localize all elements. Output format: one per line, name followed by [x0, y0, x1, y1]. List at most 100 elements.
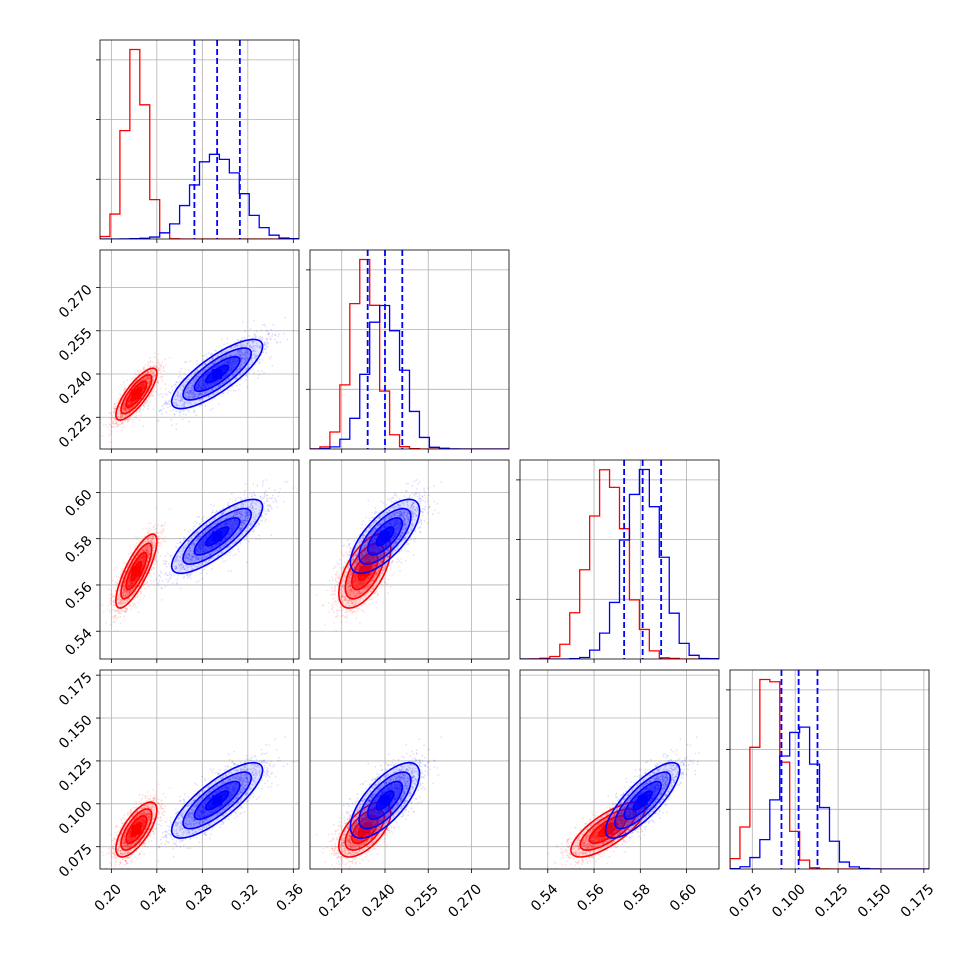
- scatter-point-1: [188, 394, 191, 397]
- scatter-point-1: [216, 392, 218, 394]
- scatter-point-1: [187, 384, 190, 387]
- scatter-point-0: [147, 362, 150, 365]
- scatter-point-1: [193, 377, 196, 380]
- scatter-point-1: [191, 384, 194, 387]
- scatter-point-1: [175, 384, 177, 386]
- scatter-point-1: [185, 389, 187, 391]
- scatter-point-0: [158, 369, 160, 372]
- scatter-point-1: [240, 350, 242, 353]
- scatter-point-0: [150, 394, 153, 397]
- scatter-point-0: [135, 414, 138, 417]
- scatter-point-0: [143, 378, 146, 381]
- scatter-point-1: [272, 333, 274, 335]
- scatter-point-1: [242, 321, 244, 323]
- scatter-point-1: [183, 400, 186, 403]
- scatter-point-0: [149, 400, 152, 403]
- scatter-point-1: [189, 360, 192, 363]
- scatter-point-1: [227, 384, 230, 387]
- scatter-point-1: [190, 382, 193, 384]
- scatter-point-0: [123, 409, 126, 412]
- scatter-point-0: [149, 366, 152, 369]
- scatter-point-1: [173, 413, 176, 416]
- scatter-point-0: [117, 415, 120, 418]
- scatter-point-1: [253, 372, 255, 375]
- scatter-point-1: [188, 395, 190, 398]
- scatter-point-0: [123, 416, 126, 418]
- scatter-point-0: [144, 372, 147, 375]
- scatter-point-0: [136, 596, 139, 598]
- scatter-point-1: [221, 395, 223, 397]
- scatter-point-0: [151, 394, 154, 397]
- scatter-point-1: [183, 372, 186, 375]
- scatter-point-0: [164, 536, 167, 538]
- scatter-point-1: [255, 335, 257, 338]
- scatter-point-0: [139, 408, 142, 411]
- scatter-point-1: [179, 370, 182, 373]
- scatter-point-1: [263, 372, 265, 374]
- scatter-point-0: [144, 368, 147, 371]
- scatter-point-1: [242, 358, 245, 361]
- scatter-point-1: [179, 399, 181, 402]
- scatter-point-0: [112, 419, 115, 422]
- scatter-point-0: [113, 403, 116, 406]
- ytick-label-1-0: 0.225: [56, 412, 96, 452]
- scatter-point-1: [255, 330, 258, 333]
- scatter-point-0: [146, 376, 149, 379]
- scatter-point-1: [265, 351, 267, 354]
- scatter-point-1: [232, 373, 235, 376]
- scatter-point-1: [165, 394, 168, 396]
- scatter-point-0: [114, 425, 117, 428]
- scatter-point-1: [220, 338, 223, 341]
- scatter-point-1: [179, 388, 181, 391]
- scatter-point-1: [180, 367, 183, 370]
- scatter-point-0: [149, 380, 151, 382]
- scatter-point-0: [139, 590, 142, 593]
- scatter-point-0: [123, 406, 125, 409]
- scatter-point-0: [138, 370, 141, 373]
- scatter-point-1: [242, 353, 245, 356]
- scatter-point-1: [210, 364, 212, 367]
- scatter-point-0: [110, 589, 113, 592]
- scatter-point-0: [147, 375, 150, 378]
- scatter-point-0: [117, 579, 119, 582]
- scatter-point-1: [230, 346, 233, 349]
- scatter-point-0: [124, 409, 127, 412]
- scatter-point-0: [149, 376, 152, 379]
- scatter-point-0: [150, 528, 152, 531]
- scatter-point-1: [234, 353, 237, 356]
- scatter-point-0: [121, 414, 124, 417]
- ytick-label-1-2: 0.255: [56, 325, 96, 365]
- scatter-point-1: [182, 384, 185, 387]
- scatter-point-0: [158, 545, 161, 547]
- scatter-point-0: [128, 418, 131, 420]
- scatter-point-1: [221, 352, 224, 355]
- scatter-point-0: [112, 411, 115, 414]
- scatter-point-1: [167, 402, 169, 404]
- scatter-point-0: [110, 416, 113, 419]
- scatter-point-0: [116, 425, 119, 428]
- scatter-point-0: [141, 368, 144, 370]
- scatter-point-0: [109, 429, 111, 431]
- scatter-point-1: [277, 335, 280, 338]
- scatter-point-0: [155, 366, 158, 369]
- scatter-point-1: [165, 402, 168, 405]
- scatter-point-0: [129, 407, 132, 410]
- scatter-point-1: [244, 353, 247, 356]
- scatter-point-1: [183, 392, 186, 395]
- scatter-point-0: [123, 402, 126, 405]
- ytick-label-1-3: 0.270: [56, 282, 96, 322]
- scatter-point-1: [214, 361, 217, 364]
- scatter-point-1: [240, 357, 243, 360]
- scatter-point-1: [240, 353, 243, 356]
- scatter-point-1: [211, 389, 214, 391]
- scatter-point-0: [119, 622, 122, 625]
- scatter-point-1: [190, 403, 192, 405]
- scatter-point-1: [248, 344, 251, 347]
- scatter-point-1: [219, 389, 221, 391]
- scatter-point-0: [151, 369, 154, 372]
- scatter-point-1: [261, 339, 263, 342]
- scatter-point-1: [241, 353, 244, 355]
- scatter-point-1: [247, 363, 250, 365]
- scatter-point-0: [123, 410, 126, 413]
- scatter-point-0: [129, 408, 132, 410]
